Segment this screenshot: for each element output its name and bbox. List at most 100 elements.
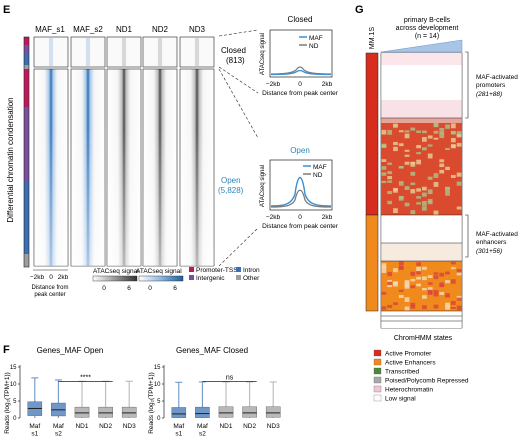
chromhmm-speckle [445, 166, 450, 171]
heatmap-x-tick-mid: 0 [49, 274, 53, 281]
boxplot-1-category-label: ND1 [219, 423, 232, 430]
profile-closed: Closed ATACseq signal MAF ND −2kb 0 2kb … [260, 15, 339, 97]
chromhmm-speckle [439, 169, 445, 174]
chromhmm-speckle [381, 266, 387, 270]
chromhmm-speckle [381, 269, 387, 273]
chromhmm-speckle [422, 295, 427, 299]
chromhmm-speckle [433, 290, 439, 294]
colorbar-blue [138, 275, 184, 282]
chromhmm-speckle [456, 134, 462, 138]
development-wedge [380, 39, 463, 53]
chromhmm-speckle [439, 132, 445, 136]
open-count: (5,828) [218, 186, 244, 195]
chromhmm-speckle [456, 272, 462, 276]
chromhmm-speckle [387, 171, 393, 175]
boxplot-1-ytick-label: 5 [157, 399, 161, 405]
col-header-nd2: ND2 [152, 25, 169, 34]
profile-closed-xtick-right: 2kb [322, 81, 333, 88]
boxplot-1-ytick-label: 15 [154, 365, 161, 371]
chromhmm-speckle [439, 135, 445, 139]
chromhmm-speckle [393, 208, 398, 213]
region-annotation-bar [23, 36, 30, 268]
chromhmm-speckle [427, 275, 433, 278]
colorbar-blue-max: 6 [173, 285, 177, 292]
colorbar-gray [92, 275, 138, 282]
profile-closed-frame [269, 29, 333, 78]
region-legend-swatch-other [236, 275, 241, 280]
chromhmm-speckle [387, 281, 393, 286]
chromhmm-speckle [398, 196, 404, 201]
chromhmm-speckle [381, 159, 387, 163]
mm1s-bar-enhancer [365, 214, 379, 312]
chromhmm-speckle [398, 181, 404, 186]
chromhmm-speckle [422, 305, 427, 310]
heatmap-closed-core-1 [85, 38, 91, 66]
heatmap-closed-core-3 [157, 38, 163, 66]
boxplot-closed-title: Genes_MAF Closed [176, 346, 248, 355]
heatmap-open-fade-0 [34, 129, 68, 266]
chromhmm-speckle [404, 154, 410, 157]
boxplot-0-box-2 [74, 406, 90, 418]
chromhmm-speckle [427, 282, 433, 285]
chromhmm-speckle [456, 172, 462, 177]
chromhmm-speckle [427, 199, 433, 203]
chromhmm-speckle [456, 131, 462, 135]
chromhmm-speckle [416, 145, 421, 149]
chromhmm-speckle [445, 191, 450, 196]
boxplot-1-category-label: ND3 [267, 423, 280, 430]
region-legend-swatch-promoter [189, 267, 194, 272]
mm1s-label: MM.1S [369, 27, 376, 50]
chromhmm-speckle [387, 191, 393, 195]
chromhmm-legend-swatch-3 [373, 376, 382, 384]
chromhmm-speckle [439, 291, 445, 295]
chromhmm-speckle [445, 271, 450, 275]
chromhmm-speckle [393, 282, 398, 285]
profile-open-legend-maf: MAF [313, 164, 327, 171]
chromhmm-speckle [393, 141, 398, 146]
chromhmm-speckle [445, 189, 450, 192]
chromhmm-speckle [445, 186, 450, 190]
chromhmm-heatmap [365, 52, 463, 329]
chromhmm-legend-swatch-0 [373, 349, 382, 357]
chromhmm-speckle [445, 305, 450, 310]
profile-open-xtick-left: −2kb [266, 214, 281, 221]
chromhmm-speckle [439, 283, 445, 288]
chromhmm-legend-label-2: Transcribed [385, 369, 419, 376]
chromhmm-speckle [433, 210, 439, 216]
chromhmm-speckle [381, 143, 387, 148]
profile-closed-ylabel: ATACseq signal [260, 33, 266, 75]
chromhmm-speckle [398, 165, 404, 169]
promoters-label-2: promoters [476, 82, 506, 89]
chromhmm-speckle [393, 187, 398, 191]
chromhmm-speckle [404, 282, 410, 287]
chromhmm-speckle [422, 266, 427, 270]
heatmap-open-fade-3 [143, 129, 177, 266]
chromhmm-speckle [387, 130, 393, 135]
chromhmm-speckle [422, 186, 427, 191]
chromhmm-speckle [445, 124, 450, 129]
heatmap-open-fade-1 [71, 129, 105, 266]
chromhmm-speckle [422, 276, 427, 281]
chromhmm-speckle [422, 192, 427, 197]
profile-closed-xlabel: Distance from peak center [262, 90, 339, 97]
boxplot-0-box-4 [121, 406, 137, 418]
chromhmm-speckle [433, 275, 439, 280]
boxplot-0-ytick-label: 10 [10, 382, 17, 388]
boxplot-1-ytick-label: 0 [157, 416, 161, 422]
chromhmm-speckle [416, 196, 421, 199]
col-header-nd1: ND1 [116, 25, 133, 34]
boxplot-1-category-label: s1 [175, 431, 182, 438]
chromhmm-speckle [387, 304, 393, 308]
profile-closed-maf-curve [270, 69, 332, 76]
boxplot-1-box-3 [242, 406, 257, 418]
panel-g-title-3: (n = 14) [415, 33, 439, 40]
boxplot-1-box-4 [265, 406, 281, 418]
chromhmm-speckle [456, 142, 462, 147]
region-seg-promoter [24, 37, 29, 45]
heatmap-open-fade-4 [180, 129, 214, 266]
chromhmm-speckle [404, 130, 410, 133]
chromhmm-speckle [450, 267, 456, 270]
profile-open-legend-nd: ND [313, 172, 323, 179]
profile-open: Open ATACseq signal MAF ND −2kb 0 2kb Di… [260, 146, 339, 230]
